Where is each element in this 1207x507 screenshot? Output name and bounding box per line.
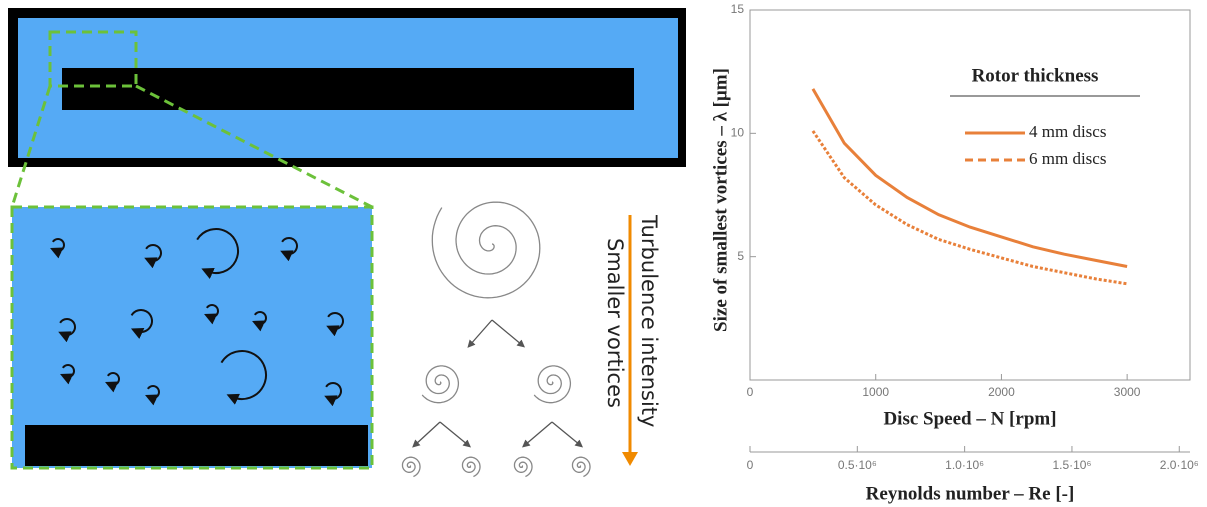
x-tick-label: 0 <box>747 385 754 399</box>
cascade-arrow <box>470 320 492 345</box>
x2-tick-label: 0 <box>747 458 754 472</box>
spiral <box>432 202 540 298</box>
legend-title: Rotor thickness <box>972 65 1099 86</box>
spiral <box>463 457 481 476</box>
x-axis-label: Disc Speed – N [rpm] <box>883 408 1056 429</box>
series-line <box>813 89 1127 267</box>
cascade-arrow <box>492 320 522 345</box>
legend-label: 4 mm discs <box>1029 122 1106 141</box>
cascade-arrow <box>552 422 580 445</box>
x-tick-label: 1000 <box>862 385 889 399</box>
cascade-arrow <box>525 422 552 445</box>
x2-axis-label: Reynolds number – Re [-] <box>866 483 1075 504</box>
arrow-label: Turbulence intensity <box>637 214 661 427</box>
spiral <box>515 457 533 476</box>
spiral <box>534 366 570 403</box>
cascade-arrow <box>415 422 440 445</box>
y-tick-label: 10 <box>731 126 745 140</box>
y-axis-label: Size of smallest vortices – λ [μm] <box>710 68 731 332</box>
spiral <box>573 457 591 476</box>
spiral <box>403 457 421 476</box>
spiral <box>422 366 458 403</box>
y-tick-label: 15 <box>731 2 745 16</box>
x2-tick-label: 2.0·10⁶ <box>1160 458 1199 472</box>
channel-diagram <box>8 8 686 468</box>
figure: Turbulence intensity Smaller vortices Si… <box>0 0 1207 507</box>
x-tick-label: 3000 <box>1114 385 1141 399</box>
x2-tick-label: 1.0·10⁶ <box>945 458 984 472</box>
x-tick-label: 2000 <box>988 385 1015 399</box>
cascade-arrow <box>440 422 468 445</box>
y-tick-label: 5 <box>737 249 744 263</box>
x2-tick-label: 0.5·10⁶ <box>838 458 877 472</box>
arrow-label: Smaller vortices <box>603 238 627 408</box>
legend-label: 6 mm discs <box>1029 149 1106 168</box>
arrow-head <box>622 452 638 466</box>
plot-frame <box>750 10 1190 380</box>
x2-tick-label: 1.5·10⁶ <box>1052 458 1091 472</box>
cascade-diagram <box>403 202 591 476</box>
